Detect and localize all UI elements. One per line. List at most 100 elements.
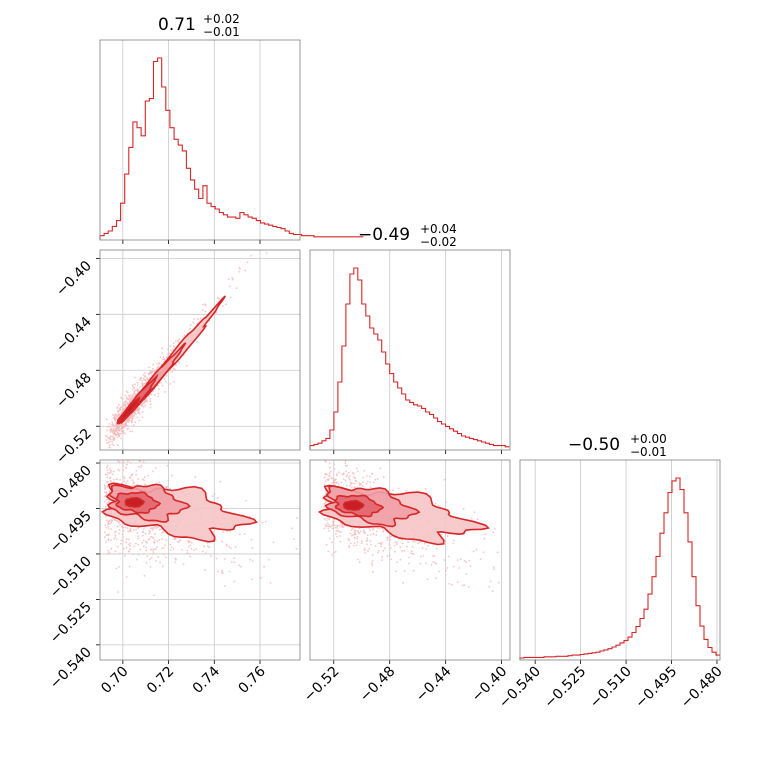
- scatter-point: [244, 269, 247, 272]
- scatter-point: [117, 521, 120, 524]
- scatter-point: [148, 538, 151, 540]
- scatter-point: [169, 543, 172, 546]
- scatter-point: [326, 478, 329, 481]
- scatter-point: [345, 452, 347, 454]
- scatter-point: [104, 500, 106, 503]
- scatter-point: [349, 478, 351, 481]
- y-tick-label-param-1: −0.40: [53, 258, 95, 300]
- scatter-point: [382, 549, 385, 552]
- scatter-point: [399, 558, 402, 561]
- scatter-point: [133, 455, 135, 457]
- scatter-point: [340, 526, 343, 528]
- scatter-point: [125, 466, 127, 469]
- scatter-point: [125, 448, 127, 450]
- scatter-point: [456, 559, 459, 561]
- scatter-point: [349, 484, 351, 487]
- scatter-point: [152, 552, 155, 555]
- scatter-point: [158, 481, 161, 484]
- scatter-point: [335, 474, 338, 477]
- scatter-point: [357, 530, 359, 533]
- scatter-point: [111, 473, 114, 476]
- scatter-point: [126, 391, 129, 394]
- scatter-point: [217, 570, 220, 573]
- scatter-point: [324, 480, 327, 483]
- histogram-step: [519, 477, 720, 660]
- scatter-point: [155, 527, 157, 530]
- title-param-0-minus: −0.01: [203, 25, 240, 39]
- scatter-point: [356, 535, 359, 538]
- scatter-point: [129, 529, 132, 531]
- scatter-point: [146, 455, 148, 457]
- scatter-point: [340, 523, 343, 525]
- scatter-point: [357, 531, 360, 534]
- scatter-point: [243, 533, 246, 535]
- scatter-point: [355, 544, 358, 547]
- scatter-point: [110, 521, 113, 524]
- scatter-point: [393, 545, 396, 547]
- scatter-point: [201, 550, 204, 553]
- scatter-point: [341, 525, 344, 528]
- y-tick-label-param-2: −0.510: [47, 553, 95, 601]
- y-tick-label-param-2: −0.540: [47, 644, 95, 692]
- scatter-point: [143, 528, 145, 531]
- scatter-point: [137, 408, 139, 410]
- scatter-point: [412, 569, 415, 572]
- scatter-point: [323, 502, 326, 505]
- scatter-point: [105, 439, 108, 441]
- scatter-point: [177, 541, 179, 544]
- scatter-point: [181, 549, 183, 551]
- scatter-point: [139, 466, 142, 469]
- scatter-point: [381, 556, 384, 558]
- contour-level: [124, 496, 145, 508]
- scatter-point: [107, 521, 110, 524]
- scatter-point: [126, 397, 128, 400]
- scatter-point: [164, 544, 166, 546]
- scatter-point: [233, 561, 236, 563]
- scatter-point: [145, 376, 148, 379]
- scatter-point: [138, 419, 141, 422]
- contour-level: [342, 499, 365, 511]
- scatter-point: [125, 390, 128, 393]
- scatter-point: [324, 523, 327, 526]
- scatter-point: [144, 404, 147, 407]
- scatter-point: [328, 462, 331, 465]
- scatter-point: [369, 475, 371, 478]
- panel-scatter-2-0: [96, 448, 301, 664]
- scatter-point: [408, 556, 410, 559]
- scatter-point: [351, 481, 353, 484]
- scatter-point: [366, 537, 369, 540]
- scatter-point: [386, 537, 388, 539]
- scatter-point: [448, 583, 450, 585]
- scatter-point: [142, 374, 145, 376]
- scatter-point: [366, 534, 369, 536]
- scatter-point: [221, 569, 224, 572]
- scatter-point: [172, 548, 175, 550]
- scatter-point: [347, 451, 349, 453]
- scatter-point: [111, 440, 113, 443]
- scatter-point: [129, 548, 132, 551]
- scatter-point: [231, 277, 234, 280]
- histogram-step: [309, 267, 510, 450]
- scatter-point: [222, 305, 224, 308]
- scatter-point: [475, 548, 478, 551]
- scatter-point: [142, 377, 145, 380]
- panel-scatter-1-0: [96, 249, 301, 454]
- scatter-point: [197, 318, 199, 321]
- scatter-point: [188, 540, 191, 543]
- scatter-point: [424, 487, 427, 490]
- scatter-point: [148, 529, 151, 532]
- scatter-point: [148, 366, 151, 369]
- scatter-point: [136, 416, 139, 419]
- scatter-point: [149, 403, 152, 405]
- scatter-point: [120, 437, 122, 440]
- scatter-point: [118, 461, 121, 464]
- scatter-point: [324, 473, 327, 476]
- scatter-point: [351, 486, 353, 488]
- scatter-point: [402, 582, 405, 584]
- scatter-point: [488, 585, 491, 588]
- scatter-point: [128, 394, 130, 397]
- scatter-point: [121, 533, 124, 536]
- scatter-point: [139, 548, 142, 551]
- scatter-point: [177, 339, 179, 342]
- scatter-point: [124, 432, 126, 435]
